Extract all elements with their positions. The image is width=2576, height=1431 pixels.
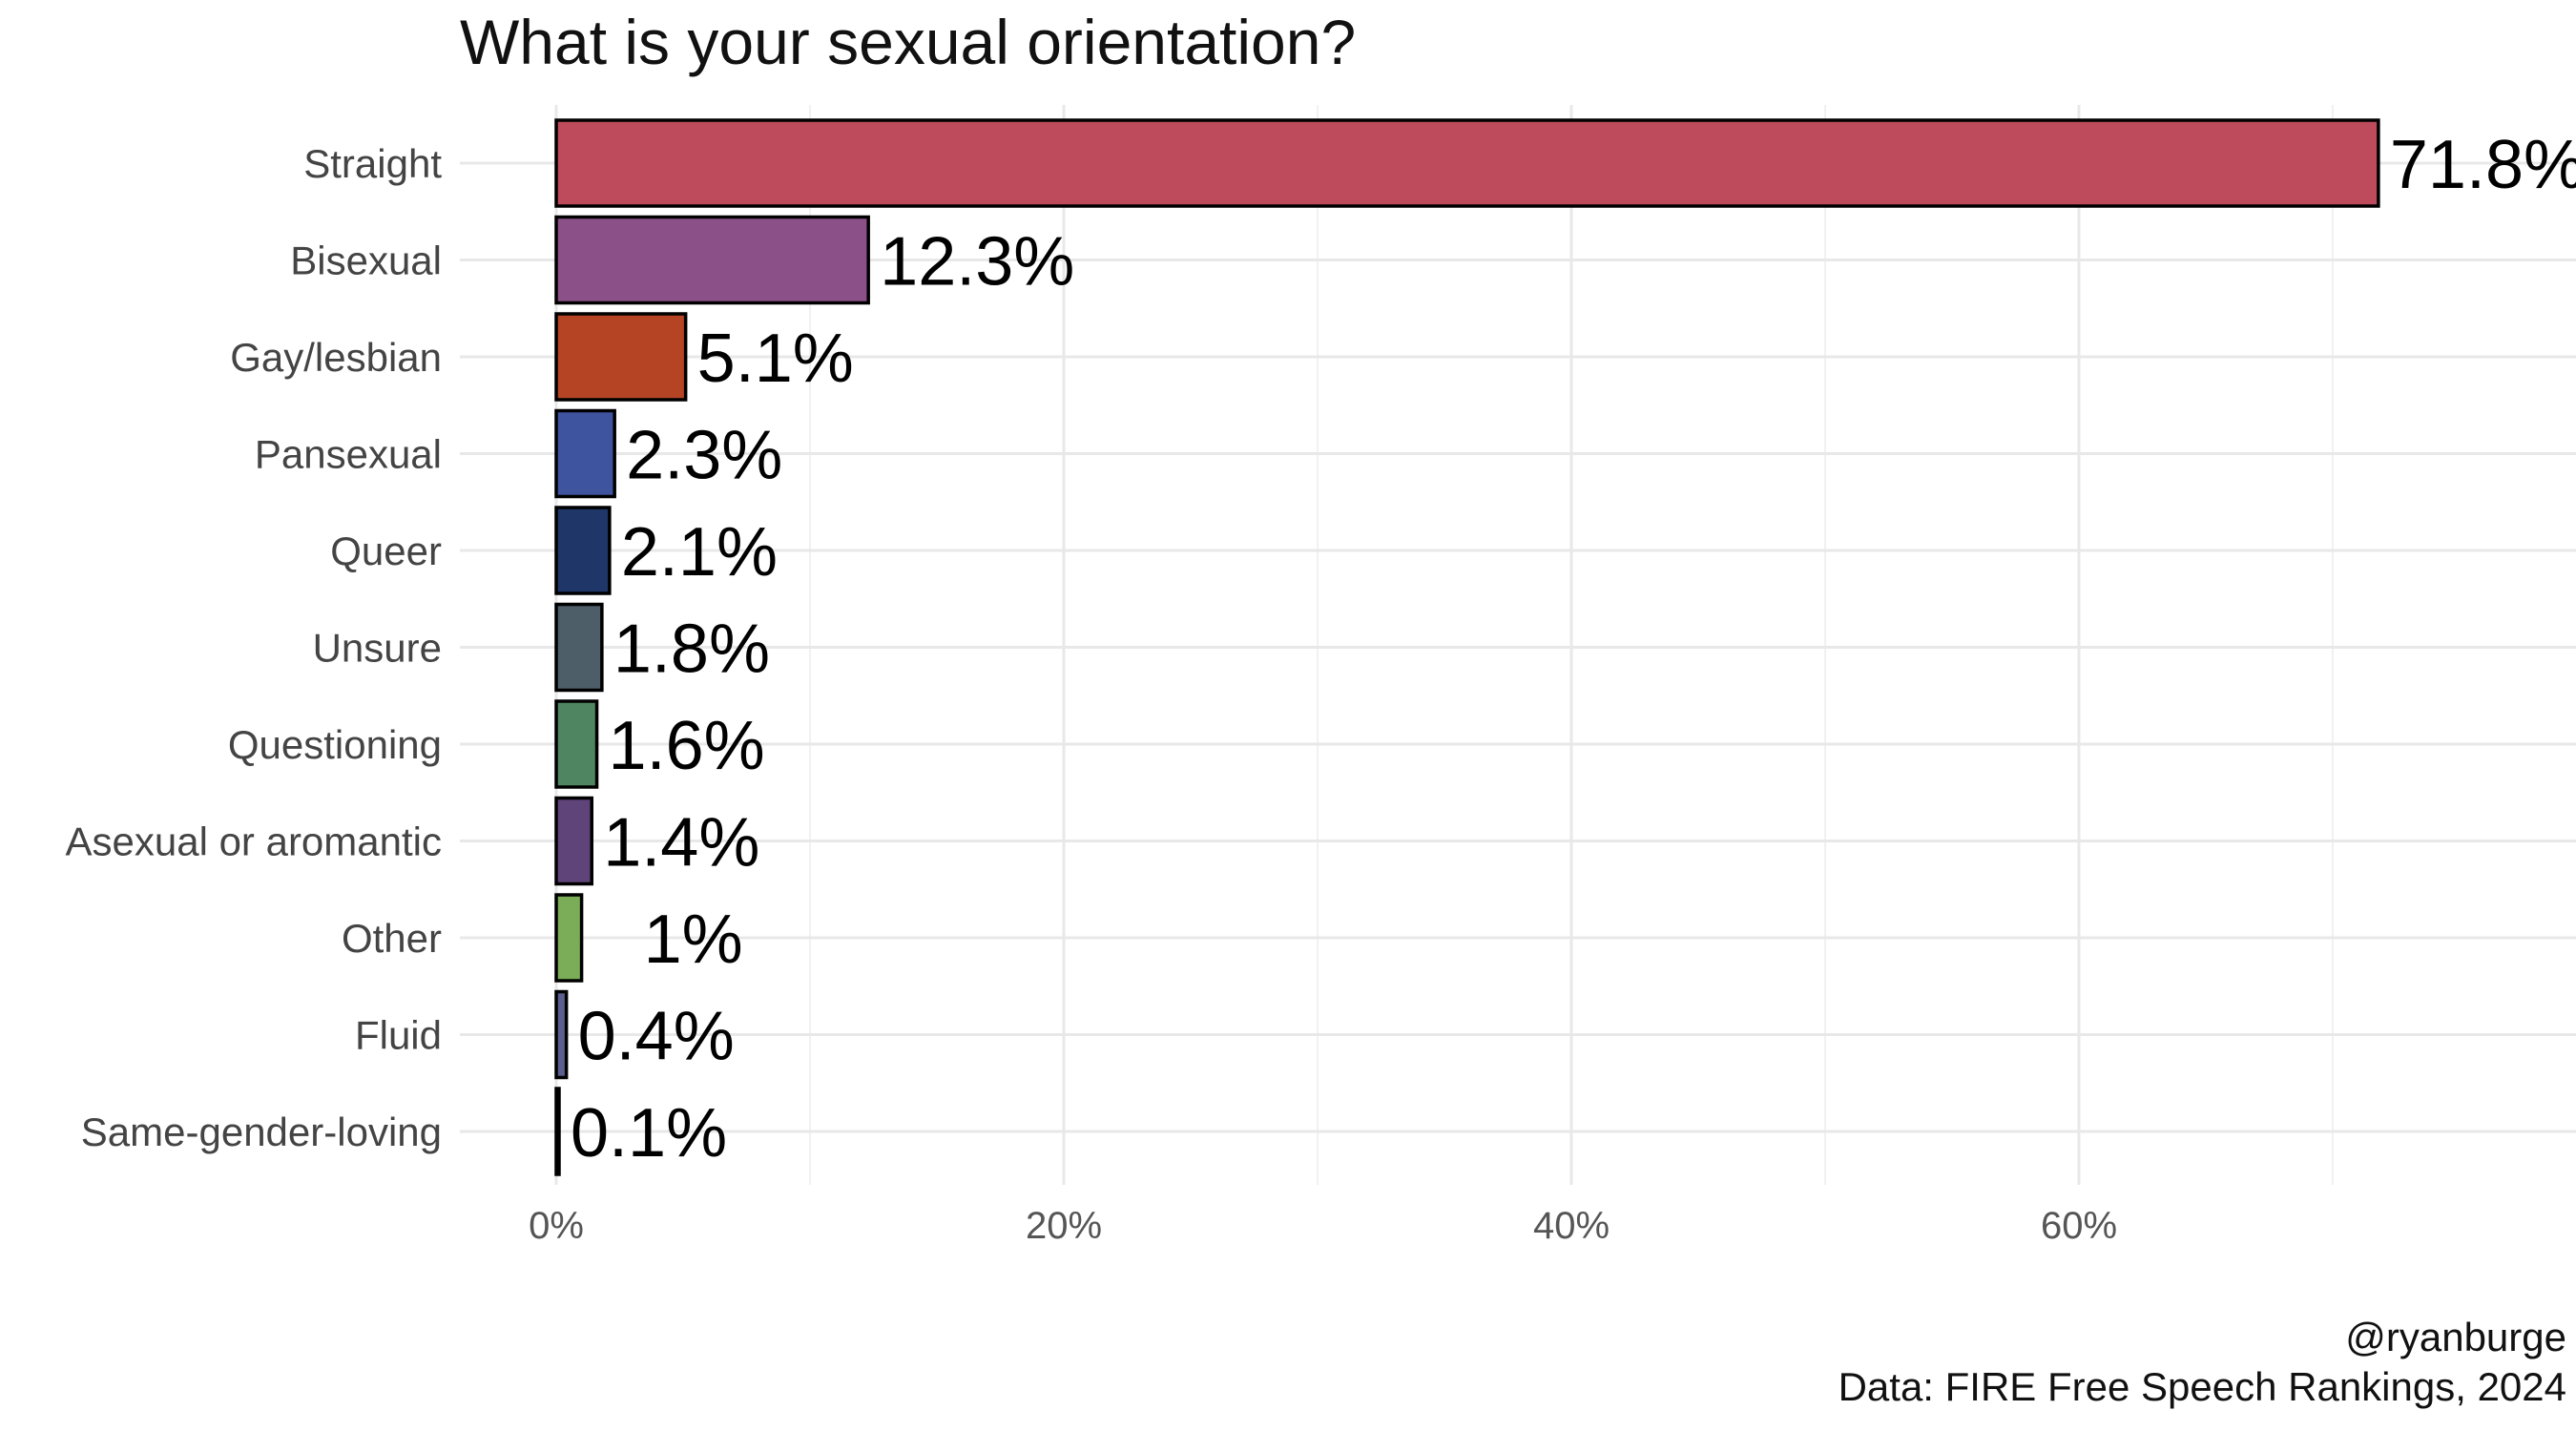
x-tick-label: 40% [1533,1205,1610,1247]
bar-unsure [554,602,604,693]
category-label: Questioning [228,722,442,767]
value-label: 2.1% [621,514,778,591]
value-label: 1.6% [609,708,765,784]
category-label: Gay/lesbian [230,335,442,380]
x-tick-label: 20% [1026,1205,1102,1247]
bar-bisexual [554,215,870,305]
category-label: Asexual or aromantic [65,819,442,864]
category-label: Bisexual [290,238,442,283]
value-label: 71.8% [2390,127,2576,203]
category-label: Fluid [355,1013,442,1058]
x-tick-label: 60% [2041,1205,2117,1247]
caption-handle: @ryanburge [2345,1315,2566,1359]
bar-same-gender-loving [554,1087,561,1176]
value-label: 5.1% [697,321,854,397]
category-label: Pansexual [255,432,442,477]
value-label: 1% [644,902,743,978]
value-label: 0.4% [578,999,735,1075]
bar-pansexual [554,408,616,499]
category-label: Queer [330,529,442,573]
category-label: Same-gender-loving [81,1110,442,1154]
category-label: Other [342,916,442,961]
bar-queer [554,506,612,595]
value-label: 2.3% [626,418,782,494]
bar-straight [554,118,2380,208]
caption-source: Data: FIRE Free Speech Rankings, 2024 [1838,1364,2566,1409]
category-label: Straight [303,141,442,186]
bar-asexual-or-aromantic [554,796,593,886]
value-label: 1.8% [613,612,770,688]
category-label: Unsure [313,626,442,671]
value-label: 1.4% [603,805,759,881]
bar-other [554,893,584,983]
chart-title: What is your sexual orientation? [460,7,1357,77]
bar-fluid [554,989,569,1080]
x-tick-label: 0% [529,1205,584,1247]
bar-questioning [554,699,599,789]
bar-gay-lesbian [554,312,688,402]
value-label: 12.3% [880,224,1074,301]
value-label: 0.1% [571,1095,727,1172]
